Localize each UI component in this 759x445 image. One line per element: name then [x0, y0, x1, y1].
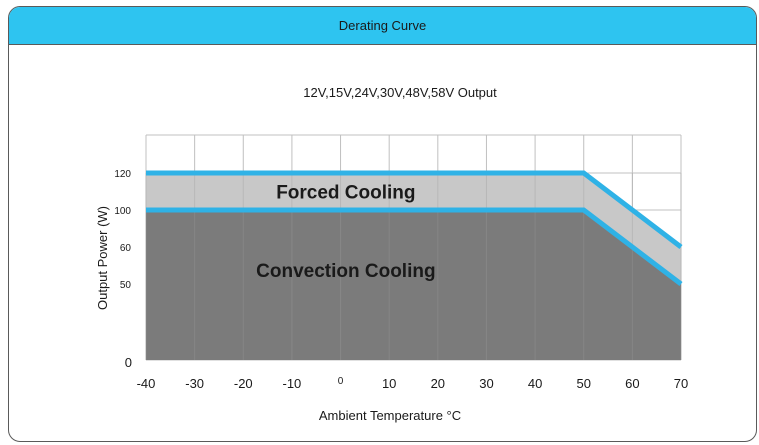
y-tick-label: 60 — [120, 243, 132, 254]
panel-header: Derating Curve — [9, 7, 756, 45]
series-line-upper — [146, 170, 683, 249]
x-tick-label: 60 — [625, 376, 639, 391]
y-tick-label: 100 — [114, 206, 131, 217]
annotation-forced-cooling: Forced Cooling — [276, 183, 415, 204]
x-tick-label: 0 — [338, 376, 344, 387]
y-tick-label: 120 — [114, 169, 131, 180]
y-tick-label: 50 — [120, 280, 132, 291]
x-tick-label: 50 — [576, 376, 590, 391]
y-tick-label: 0 — [125, 355, 132, 370]
grid-overlay — [145, 173, 682, 360]
x-tick-label: -40 — [137, 376, 156, 391]
convection-cooling-area — [146, 210, 681, 360]
annotation-convection-cooling: Convection Cooling — [256, 261, 435, 282]
x-tick-labels: -40 -30 -20 -10 0 10 20 30 40 50 60 70 — [137, 376, 689, 391]
y-tick-labels: 0 50 60 100 120 — [114, 169, 132, 370]
x-tick-label: -10 — [283, 376, 302, 391]
panel-title: Derating Curve — [338, 18, 427, 33]
x-tick-label: 20 — [431, 376, 445, 391]
x-tick-label: -30 — [185, 376, 204, 391]
x-tick-label: 70 — [674, 376, 688, 391]
series-line-lower — [146, 207, 683, 286]
x-axis-label: Ambient Temperature °C — [319, 408, 461, 423]
x-tick-label: -20 — [234, 376, 253, 391]
y-axis-label: Output Power (W) — [95, 206, 110, 310]
x-tick-label: 30 — [479, 376, 493, 391]
chart-title: 12V,15V,24V,30V,48V,58V Output — [303, 85, 497, 100]
x-tick-label: 10 — [382, 376, 396, 391]
forced-cooling-area — [146, 173, 681, 284]
x-tick-label: 40 — [528, 376, 542, 391]
